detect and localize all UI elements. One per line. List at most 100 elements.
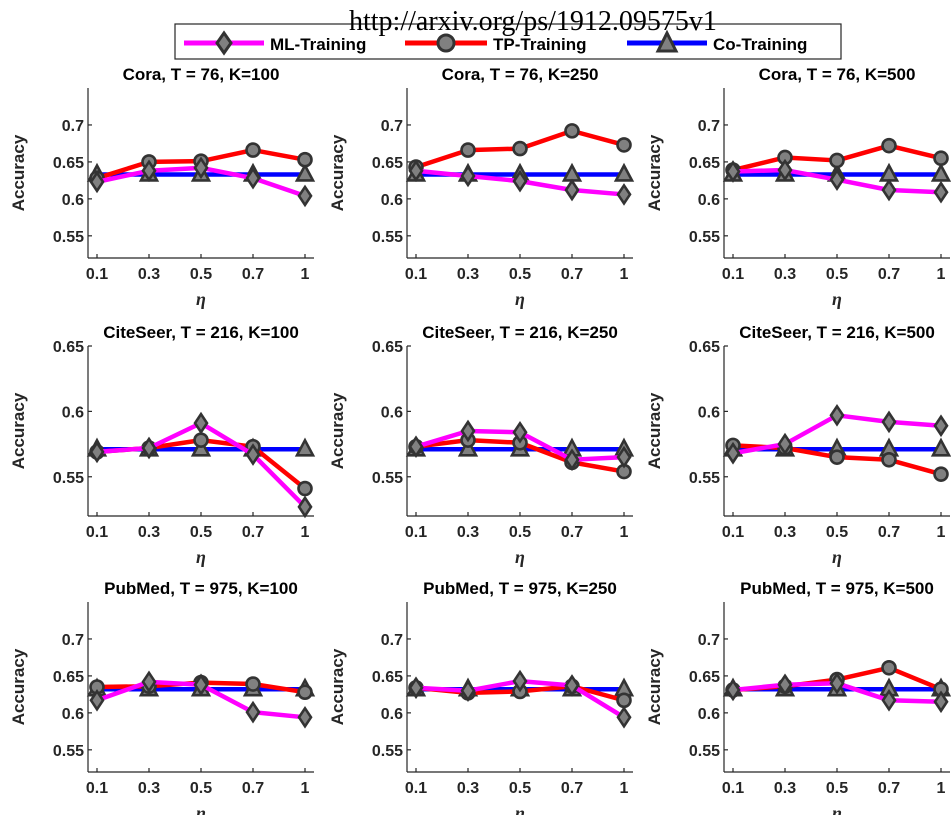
y-tick-label: 0.6	[698, 404, 720, 421]
x-tick-label: 0.3	[774, 780, 796, 797]
data-point-circle	[616, 137, 632, 153]
legend: ML-Training TP-Training Co-Training	[174, 23, 842, 60]
chart-title: Cora, T = 76, K=250	[442, 65, 599, 84]
y-tick-label: 0.65	[689, 339, 720, 356]
x-tick-label: 1	[937, 266, 946, 283]
data-point-circle	[881, 137, 897, 154]
y-tick-label: 0.6	[698, 192, 720, 209]
data-point-diamond	[564, 448, 580, 472]
series-ml-training	[725, 403, 949, 465]
data-point-diamond	[777, 158, 793, 182]
x-tick-label: 0.5	[826, 266, 848, 283]
x-tick-label: 0.3	[138, 266, 160, 283]
x-tick-label: 0.1	[86, 524, 108, 541]
x-tick-label: 0.3	[457, 780, 479, 797]
y-axis-label: Accuracy	[9, 648, 28, 725]
y-tick-label: 0.55	[53, 229, 84, 246]
data-point-diamond	[408, 159, 424, 183]
data-point-circle	[933, 150, 949, 167]
data-point-circle	[564, 123, 580, 139]
y-tick-label: 0.65	[372, 155, 403, 172]
y-tick-label: 0.65	[53, 155, 84, 172]
data-point-diamond	[881, 410, 897, 434]
x-axis-label: η	[515, 803, 525, 815]
x-axis-label: η	[832, 803, 842, 815]
y-tick-label: 0.7	[62, 632, 84, 649]
data-point-diamond	[245, 700, 261, 724]
data-point-circle	[245, 676, 261, 692]
data-point-triangle	[930, 162, 951, 182]
data-point-diamond	[777, 432, 793, 456]
y-axis-label: Accuracy	[328, 648, 347, 725]
x-tick-label: 1	[620, 780, 629, 797]
x-axis-label: η	[515, 289, 525, 309]
data-point-triangle	[294, 437, 316, 457]
data-point-circle	[297, 151, 313, 168]
x-tick-label: 0.5	[190, 780, 212, 797]
data-point-diamond	[725, 678, 741, 702]
y-tick-label: 0.6	[381, 192, 403, 209]
x-tick-label: 0.7	[561, 524, 583, 541]
legend-label-co-training: Co-Training	[713, 35, 807, 54]
y-axis-label: Accuracy	[645, 134, 664, 211]
y-tick-label: 0.55	[53, 470, 84, 487]
data-point-diamond	[297, 184, 313, 208]
x-tick-label: 0.3	[774, 266, 796, 283]
data-point-diamond	[616, 183, 632, 206]
x-tick-label: 1	[937, 780, 946, 797]
x-tick-label: 0.7	[878, 524, 900, 541]
y-tick-label: 0.7	[698, 118, 720, 135]
legend-entry-co-training: Co-Training	[627, 29, 807, 54]
chart-panel: Cora, T = 76, K=250 0.55 0.6 0.65 0.7 0.1 0.3 0…	[328, 65, 635, 309]
data-point-diamond	[777, 673, 793, 697]
x-tick-label: 0.7	[242, 266, 264, 283]
x-tick-label: 0.1	[86, 780, 108, 797]
y-tick-label: 0.65	[53, 669, 84, 686]
x-tick-label: 0.1	[722, 524, 744, 541]
data-point-diamond	[193, 156, 209, 180]
data-point-diamond	[564, 178, 580, 202]
x-axis-label: η	[832, 547, 842, 567]
data-point-diamond	[512, 169, 528, 193]
y-tick-label: 0.65	[689, 669, 720, 686]
data-point-diamond	[933, 690, 949, 714]
legend-entry-tp-training: TP-Training	[405, 33, 587, 54]
y-tick-label: 0.55	[689, 470, 720, 487]
data-point-circle	[829, 152, 845, 169]
y-axis-label: Accuracy	[328, 134, 347, 211]
data-point-circle	[193, 432, 209, 448]
data-point-diamond	[616, 705, 632, 729]
chart-panel: Cora, T = 76, K=500 0.55 0.6 0.65 0.7 0.1 0.3 0…	[645, 65, 951, 309]
y-axis-label: Accuracy	[9, 392, 28, 469]
y-tick-label: 0.55	[372, 743, 403, 760]
x-tick-label: 0.5	[190, 266, 212, 283]
y-tick-label: 0.55	[689, 229, 720, 246]
y-axis-label: Accuracy	[9, 134, 28, 211]
series-ml-training	[408, 159, 632, 206]
x-tick-label: 0.3	[457, 266, 479, 283]
x-tick-label: 0.5	[509, 780, 531, 797]
legend-triangle-marker	[655, 29, 679, 53]
data-point-circle	[512, 140, 528, 157]
data-point-circle	[297, 480, 313, 497]
data-point-circle	[881, 659, 897, 676]
chart-title: CiteSeer, T = 216, K=100	[103, 323, 299, 342]
y-tick-label: 0.7	[62, 118, 84, 135]
data-point-diamond	[460, 419, 476, 443]
data-point-circle	[881, 451, 897, 468]
series-ml-training	[89, 670, 313, 729]
chart-title: CiteSeer, T = 216, K=500	[739, 323, 935, 342]
x-tick-label: 1	[301, 266, 310, 283]
data-point-diamond	[89, 440, 105, 464]
x-tick-label: 0.1	[405, 524, 427, 541]
data-point-diamond	[408, 435, 424, 459]
legend-label-ml-training: ML-Training	[270, 35, 366, 54]
data-point-diamond	[245, 166, 261, 190]
data-point-circle	[245, 142, 261, 158]
x-tick-label: 0.7	[561, 266, 583, 283]
arxiv-watermark: http://arxiv.org/ps/1912.09575v1	[349, 6, 717, 37]
data-point-diamond	[881, 688, 897, 712]
y-tick-label: 0.65	[53, 339, 84, 356]
data-point-diamond	[725, 160, 741, 183]
y-tick-label: 0.6	[62, 706, 84, 723]
